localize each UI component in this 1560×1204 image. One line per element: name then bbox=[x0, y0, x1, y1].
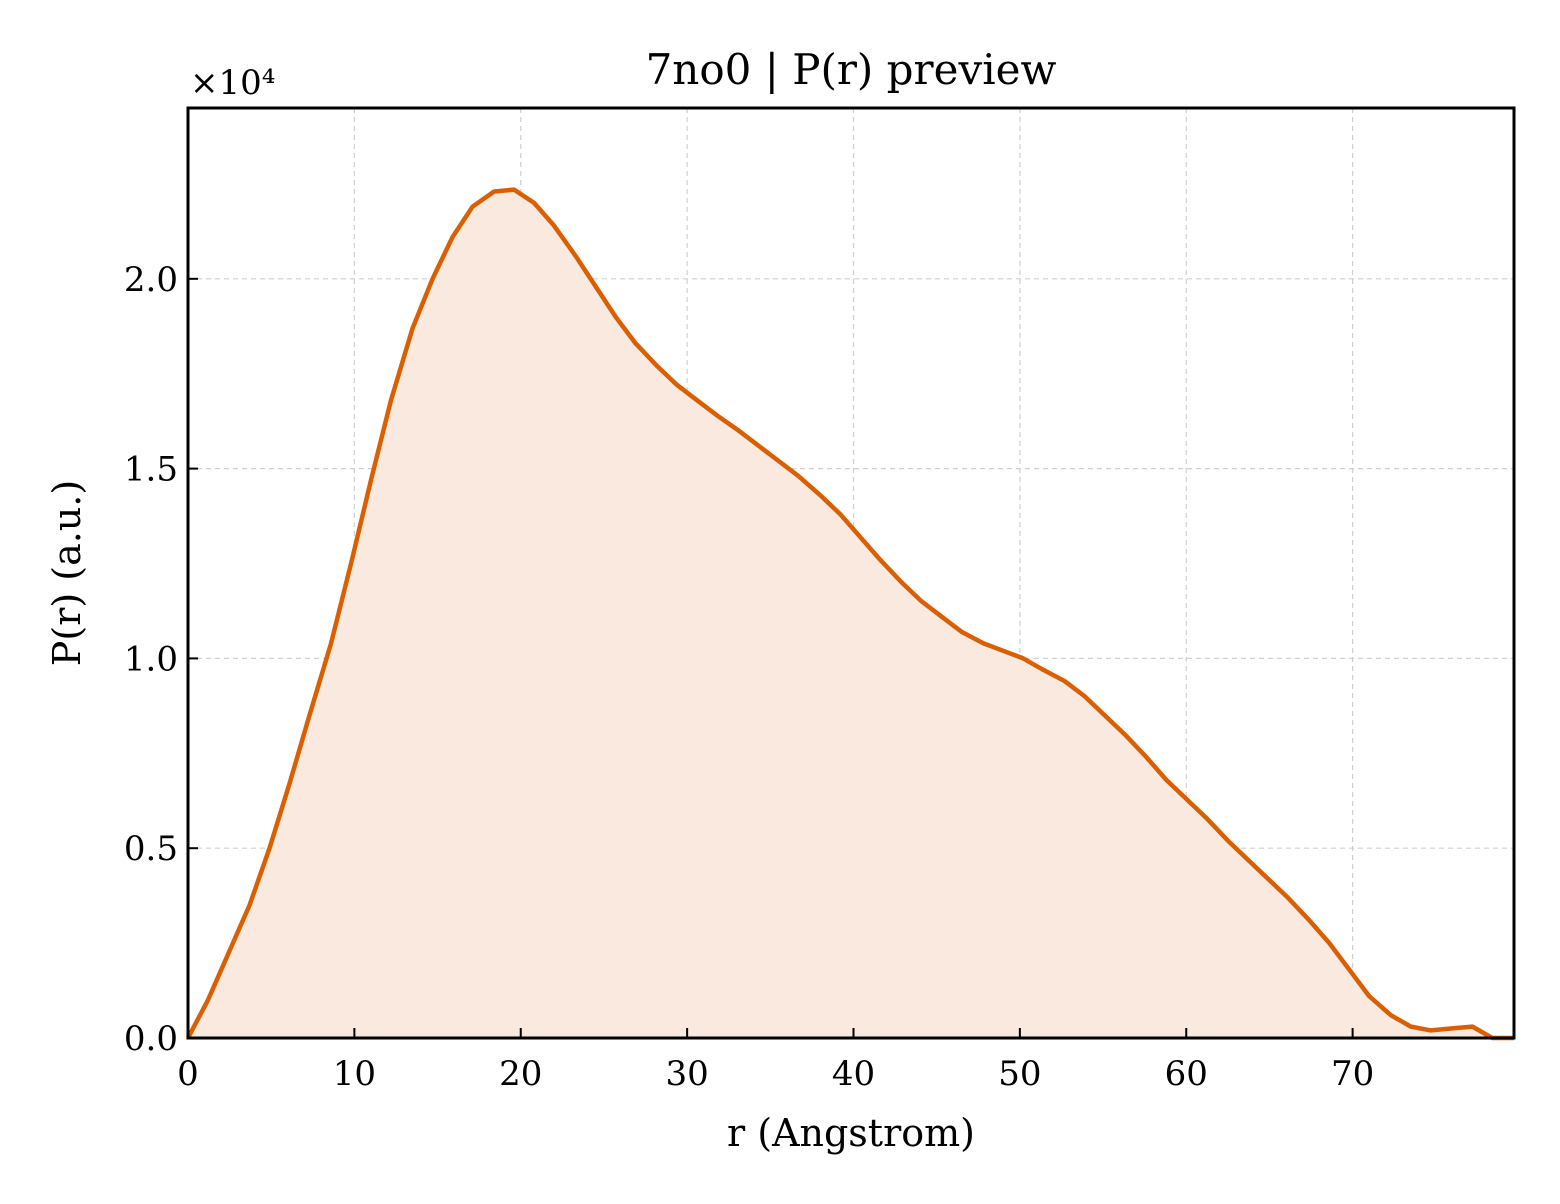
area-fill bbox=[188, 189, 1514, 1039]
x-tick-label: 60 bbox=[1165, 1054, 1208, 1094]
x-tick-label: 30 bbox=[665, 1054, 708, 1094]
ticks: 0 10 20 30 40 50 60 70 0.0 0.5 1.0 1.5 2.0 bbox=[124, 260, 1374, 1094]
y-offset-label: ×10⁴ bbox=[190, 63, 275, 103]
y-tick-label: 0.0 bbox=[124, 1019, 178, 1059]
y-tick-label: 2.0 bbox=[124, 260, 178, 300]
y-axis-label: P(r) (a.u.) bbox=[45, 480, 89, 666]
chart-title: 7no0 | P(r) preview bbox=[646, 45, 1057, 94]
x-tick-label: 0 bbox=[177, 1054, 199, 1094]
x-tick-label: 50 bbox=[998, 1054, 1041, 1094]
plot-frame bbox=[186, 106, 1516, 1040]
series-line bbox=[186, 187, 1514, 1041]
x-tick-label: 70 bbox=[1331, 1054, 1374, 1094]
x-tick-label: 20 bbox=[499, 1054, 542, 1094]
y-tick-label: 0.5 bbox=[124, 829, 178, 869]
y-tick-label: 1.0 bbox=[124, 639, 178, 679]
x-tick-label: 10 bbox=[333, 1054, 376, 1094]
x-axis-label: r (Angstrom) bbox=[727, 1111, 975, 1155]
x-tick-label: 40 bbox=[832, 1054, 875, 1094]
y-tick-label: 1.5 bbox=[124, 450, 178, 490]
